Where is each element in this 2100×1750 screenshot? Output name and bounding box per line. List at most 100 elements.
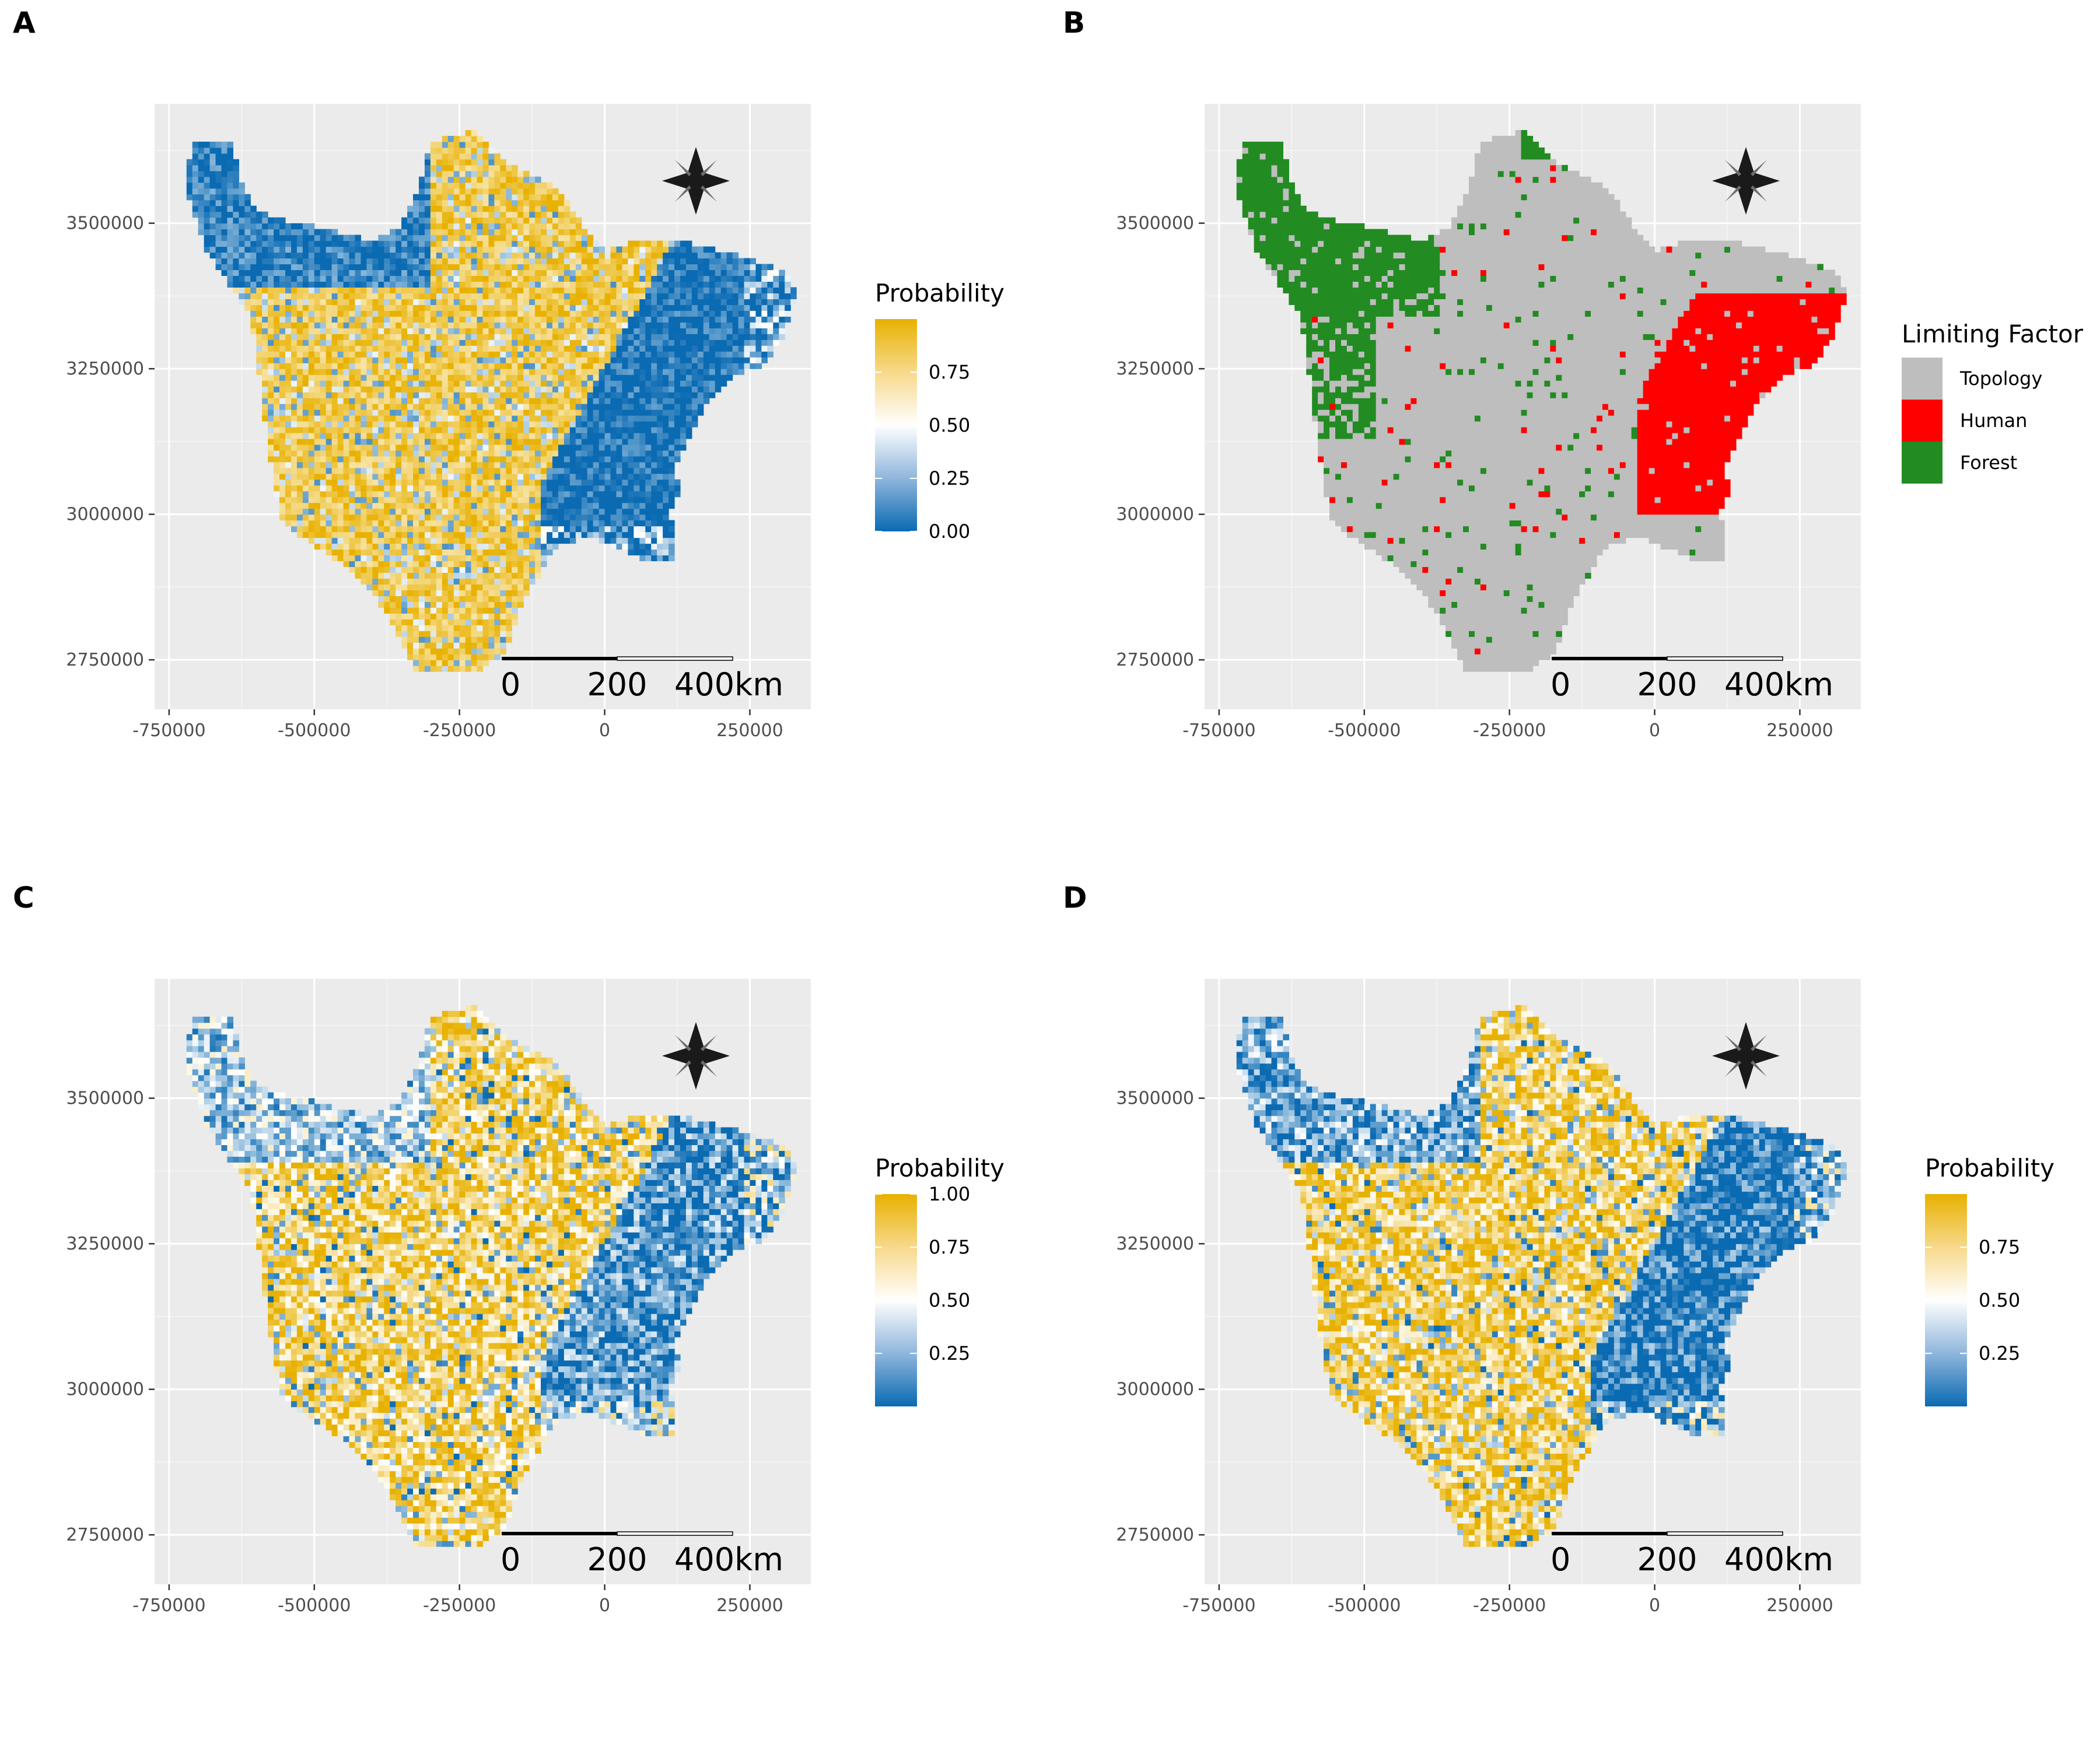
raster-cell	[390, 479, 396, 486]
raster-cell	[488, 252, 495, 259]
raster-cell	[343, 258, 350, 265]
raster-cell	[418, 561, 425, 568]
raster-cell	[343, 316, 350, 323]
raster-cell	[418, 642, 425, 649]
raster-cell	[418, 293, 425, 299]
raster-cell	[372, 450, 379, 457]
raster-cell	[290, 438, 298, 445]
raster-cell	[552, 543, 559, 550]
raster-cell	[488, 164, 495, 172]
raster-cell	[465, 392, 472, 398]
raster-cell	[634, 392, 640, 398]
raster-cell	[657, 444, 663, 451]
raster-cell	[651, 520, 657, 527]
raster-cell	[384, 584, 390, 590]
raster-cell	[453, 561, 460, 568]
raster-cell	[314, 508, 321, 515]
raster-cell	[372, 566, 379, 573]
raster-cell	[500, 159, 506, 166]
raster-cell	[512, 386, 518, 393]
raster-cell	[442, 450, 449, 457]
raster-cell	[401, 281, 408, 288]
raster-cell	[488, 281, 495, 288]
raster-cell	[529, 194, 536, 201]
raster-cell	[326, 473, 332, 480]
raster-cell	[569, 421, 576, 428]
raster-cell	[657, 252, 663, 259]
raster-cell	[465, 223, 472, 230]
raster-cell	[453, 270, 460, 276]
raster-cell	[506, 322, 512, 328]
raster-cell	[622, 275, 628, 282]
raster-cell	[442, 170, 449, 177]
raster-cell	[541, 479, 547, 486]
raster-cell	[494, 310, 501, 317]
raster-cell	[320, 543, 327, 550]
raster-cell	[314, 496, 321, 503]
raster-cell	[552, 363, 559, 369]
raster-cell	[482, 164, 489, 172]
raster-cell	[465, 369, 472, 375]
raster-cell	[360, 421, 367, 428]
raster-cell	[209, 200, 216, 206]
raster-cell	[390, 555, 396, 562]
raster-cell	[598, 438, 606, 445]
raster-cell	[500, 392, 506, 398]
raster-cell	[401, 473, 408, 480]
raster-cell	[436, 223, 443, 230]
raster-cell	[290, 520, 298, 527]
raster-cell	[355, 526, 362, 533]
raster-cell	[274, 467, 280, 474]
raster-cell	[308, 485, 315, 492]
raster-cell	[320, 432, 327, 439]
raster-cell	[657, 467, 663, 474]
raster-cell	[459, 357, 466, 363]
raster-cell	[512, 182, 518, 189]
raster-cell	[477, 287, 484, 293]
raster-cell	[401, 526, 408, 533]
raster-cell	[471, 130, 478, 136]
raster-cell	[314, 287, 321, 293]
raster-cell	[465, 304, 472, 311]
raster-cell	[610, 496, 617, 503]
raster-cell	[337, 409, 344, 416]
raster-cell	[360, 409, 367, 416]
raster-cell	[215, 194, 222, 201]
raster-cell	[517, 246, 524, 253]
raster-cell	[517, 572, 524, 579]
raster-cell	[639, 479, 646, 486]
raster-cell	[442, 310, 449, 317]
raster-cell	[500, 200, 506, 206]
raster-cell	[459, 404, 466, 410]
raster-cell	[610, 369, 617, 375]
raster-cell	[384, 345, 390, 352]
raster-cell	[418, 264, 425, 271]
raster-cell	[447, 299, 454, 305]
raster-cell	[616, 496, 623, 503]
raster-cell	[494, 182, 501, 189]
raster-cell	[430, 508, 437, 515]
raster-cell	[436, 176, 443, 183]
raster-cell	[471, 287, 478, 293]
raster-cell	[523, 200, 530, 206]
raster-cell	[477, 520, 484, 527]
raster-cell	[488, 409, 495, 416]
raster-cell	[290, 485, 298, 492]
raster-cell	[482, 514, 489, 521]
raster-cell	[547, 386, 553, 393]
raster-cell	[541, 275, 547, 282]
raster-cell	[575, 334, 582, 340]
raster-cell	[209, 182, 216, 189]
raster-cell	[488, 223, 495, 230]
raster-cell	[285, 275, 292, 282]
raster-cell	[274, 334, 280, 340]
raster-cell	[639, 345, 646, 352]
raster-cell	[506, 426, 512, 433]
raster-cell	[471, 404, 478, 410]
raster-cell	[575, 345, 582, 352]
raster-cell	[622, 526, 628, 533]
raster-cell	[564, 450, 570, 457]
raster-cell	[366, 496, 373, 503]
raster-cell	[372, 398, 379, 404]
raster-cell	[407, 520, 414, 527]
